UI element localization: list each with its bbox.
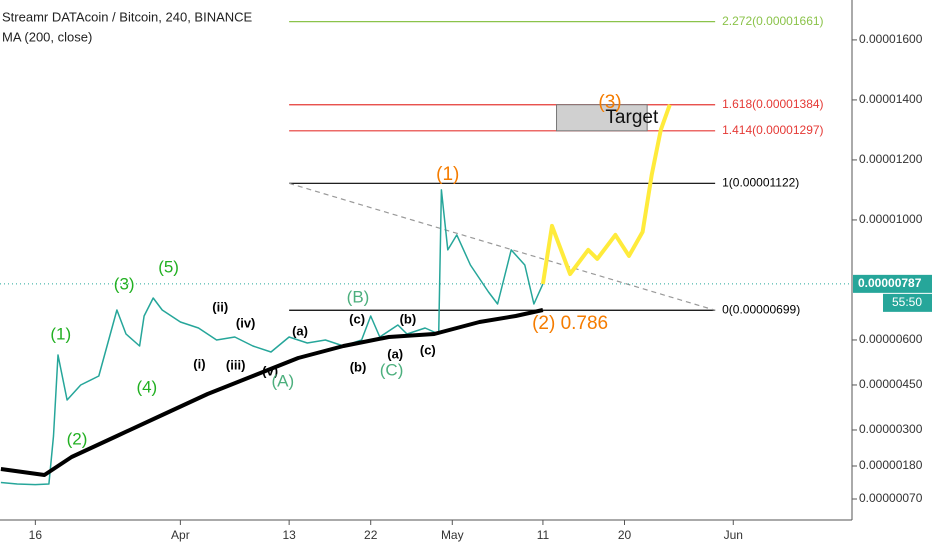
x-tick-label: 16	[29, 528, 43, 542]
wave-label: (v)	[262, 364, 278, 379]
y-tick-label: 0.00000450	[859, 377, 923, 391]
y-tick-label: 0.00001400	[859, 92, 923, 106]
last-price-badge	[853, 274, 932, 293]
wave-label: (A)	[271, 371, 294, 390]
wave-label: (2)	[67, 429, 88, 448]
wave-label: (5)	[158, 257, 179, 276]
fib-label: 1.414(0.00001297)	[722, 123, 823, 137]
wave-label: (ii)	[212, 299, 228, 314]
series-line	[0, 308, 544, 477]
fib-label: 2.272(0.00001661)	[722, 14, 823, 28]
wave-label: (iv)	[236, 315, 256, 330]
y-tick-label: 0.00000300	[859, 422, 923, 436]
x-tick-label: 11	[537, 528, 550, 542]
x-tick-label: Apr	[171, 528, 190, 542]
y-tick-label: 0.00000180	[859, 458, 923, 472]
indicator-legend: MA (200, close)	[2, 29, 92, 44]
y-tick-label: 0.00001200	[859, 152, 923, 166]
wave-label: (1)	[50, 324, 71, 343]
fib-label: 1(0.00001122)	[722, 176, 799, 190]
wave-label: (4)	[136, 377, 157, 396]
wave-label: (B)	[347, 287, 370, 306]
y-tick-label: 0.00000070	[859, 491, 923, 505]
fib-label: 1.618(0.00001384)	[722, 97, 823, 111]
wave-label: (c)	[420, 343, 436, 358]
wave-label: (a)	[292, 323, 308, 338]
series-line	[0, 189, 544, 486]
wave-label: (a)	[387, 346, 403, 361]
y-tick-label: 0.00001600	[859, 32, 923, 46]
wave-label: (2) 0.786	[532, 313, 608, 334]
x-tick-label: Jun	[724, 528, 743, 542]
wave-label: (c)	[349, 311, 365, 326]
countdown-badge	[883, 293, 932, 312]
wave-label: (3)	[114, 275, 135, 294]
x-tick-label: 22	[364, 528, 378, 542]
x-tick-label: May	[441, 528, 464, 542]
wave-label: (3)	[598, 92, 621, 113]
y-tick-label: 0.00001000	[859, 212, 923, 226]
wave-label: (i)	[193, 356, 205, 371]
countdown-label: 55:50	[892, 295, 922, 309]
y-tick-label: 0.00000600	[859, 332, 923, 346]
wave-label: (iii)	[226, 358, 246, 373]
fib-label: 0(0.00000699)	[722, 302, 800, 316]
x-tick-label: 13	[282, 528, 296, 542]
trend-line	[288, 182, 716, 311]
wave-label: (1)	[436, 164, 459, 185]
wave-label: (b)	[350, 359, 367, 374]
wave-label: (b)	[400, 311, 417, 326]
target-box	[556, 104, 648, 132]
series-line	[540, 104, 672, 285]
last-price-label: 0.00000787	[858, 276, 922, 290]
plot-area: 2.272(0.00001661) 1.618(0.00001384) 1.414(…	[0, 14, 852, 486]
target-label: Target	[605, 107, 659, 128]
wave-label: (C)	[380, 360, 404, 379]
chart-title: Streamr DATAcoin / Bitcoin, 240, BINANCE	[2, 9, 253, 24]
x-tick-label: 20	[618, 528, 632, 542]
